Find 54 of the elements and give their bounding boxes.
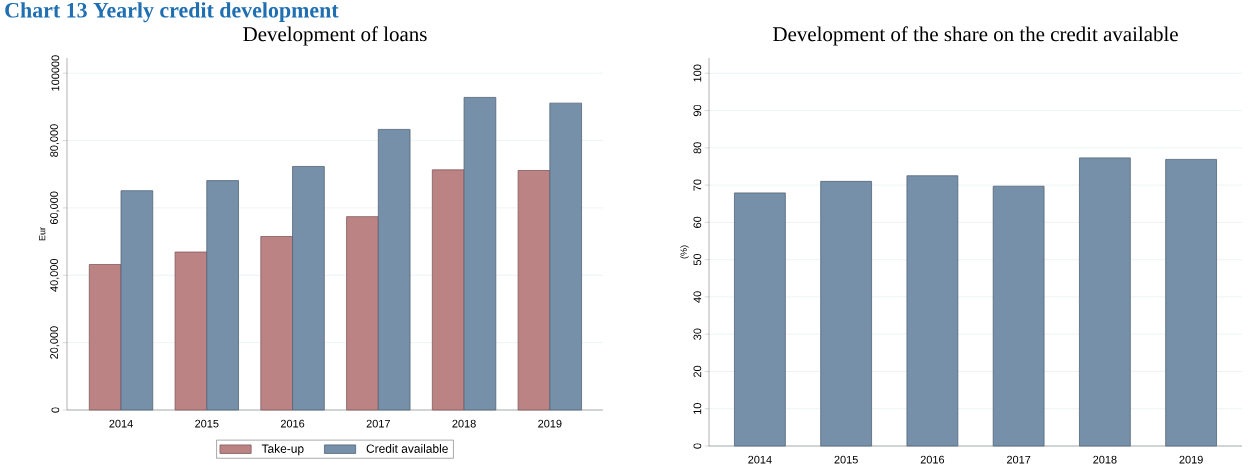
y-tick-label: 80 — [693, 142, 702, 154]
y-tick-label: 90 — [693, 104, 702, 117]
chart-title: Development of the share on the credit available — [773, 26, 1178, 46]
y-axis-title: Eur — [39, 227, 46, 241]
y-tick-label: 60,000 — [50, 191, 60, 225]
bar — [463, 97, 497, 411]
bar — [992, 185, 1045, 447]
y-tick-label: 80,000 — [50, 124, 60, 157]
y-axis-title: (%) — [680, 245, 689, 259]
legend-label: Take-up — [261, 444, 304, 456]
bar — [1079, 157, 1131, 447]
bar — [517, 170, 551, 411]
bar — [174, 251, 208, 411]
x-tick-label: 2017 — [366, 419, 390, 428]
bar — [820, 180, 872, 447]
caption: Chart 13 Yearly credit development — [5, 2, 339, 23]
y-tick-label: 100000 — [51, 55, 60, 91]
y-tick-label: 10 — [693, 403, 702, 414]
bar — [549, 102, 582, 411]
y-tick-label: 0 — [51, 407, 60, 413]
bar — [906, 175, 959, 447]
x-tick-label: 2015 — [195, 419, 219, 428]
bar — [292, 166, 325, 411]
chart-title: Development of loans — [243, 26, 427, 46]
bar — [734, 192, 786, 447]
bar — [431, 169, 465, 411]
bar — [88, 264, 122, 411]
y-tick-label: 50 — [693, 253, 702, 266]
x-tick-label: 2015 — [834, 455, 858, 464]
bar — [377, 129, 411, 411]
x-tick-label: 2019 — [1179, 455, 1203, 464]
y-tick-label: 20,000 — [50, 326, 60, 359]
x-tick-label: 2014 — [109, 419, 133, 428]
bar — [206, 180, 239, 411]
y-tick-label: 20 — [693, 365, 702, 377]
y-tick-label: 40,000 — [50, 258, 60, 292]
x-tick-label: 2014 — [748, 455, 772, 464]
bar — [120, 190, 154, 411]
y-tick-label: 0 — [693, 443, 702, 449]
y-tick-label: 40 — [693, 291, 702, 303]
bar — [1165, 158, 1217, 447]
y-tick-label: 30 — [693, 328, 702, 340]
legend-label: Credit available — [366, 444, 448, 453]
x-tick-label: 2019 — [538, 419, 562, 428]
x-tick-label: 2016 — [920, 455, 945, 464]
x-tick-label: 2018 — [452, 419, 476, 428]
x-tick-label: 2017 — [1006, 455, 1031, 464]
y-tick-label: 60 — [693, 216, 702, 228]
x-tick-label: 2016 — [280, 419, 305, 428]
y-tick-label: 100 — [693, 64, 702, 82]
bar — [260, 236, 293, 411]
x-tick-label: 2018 — [1093, 455, 1117, 464]
bar — [346, 216, 379, 411]
y-tick-label: 70 — [693, 179, 702, 191]
